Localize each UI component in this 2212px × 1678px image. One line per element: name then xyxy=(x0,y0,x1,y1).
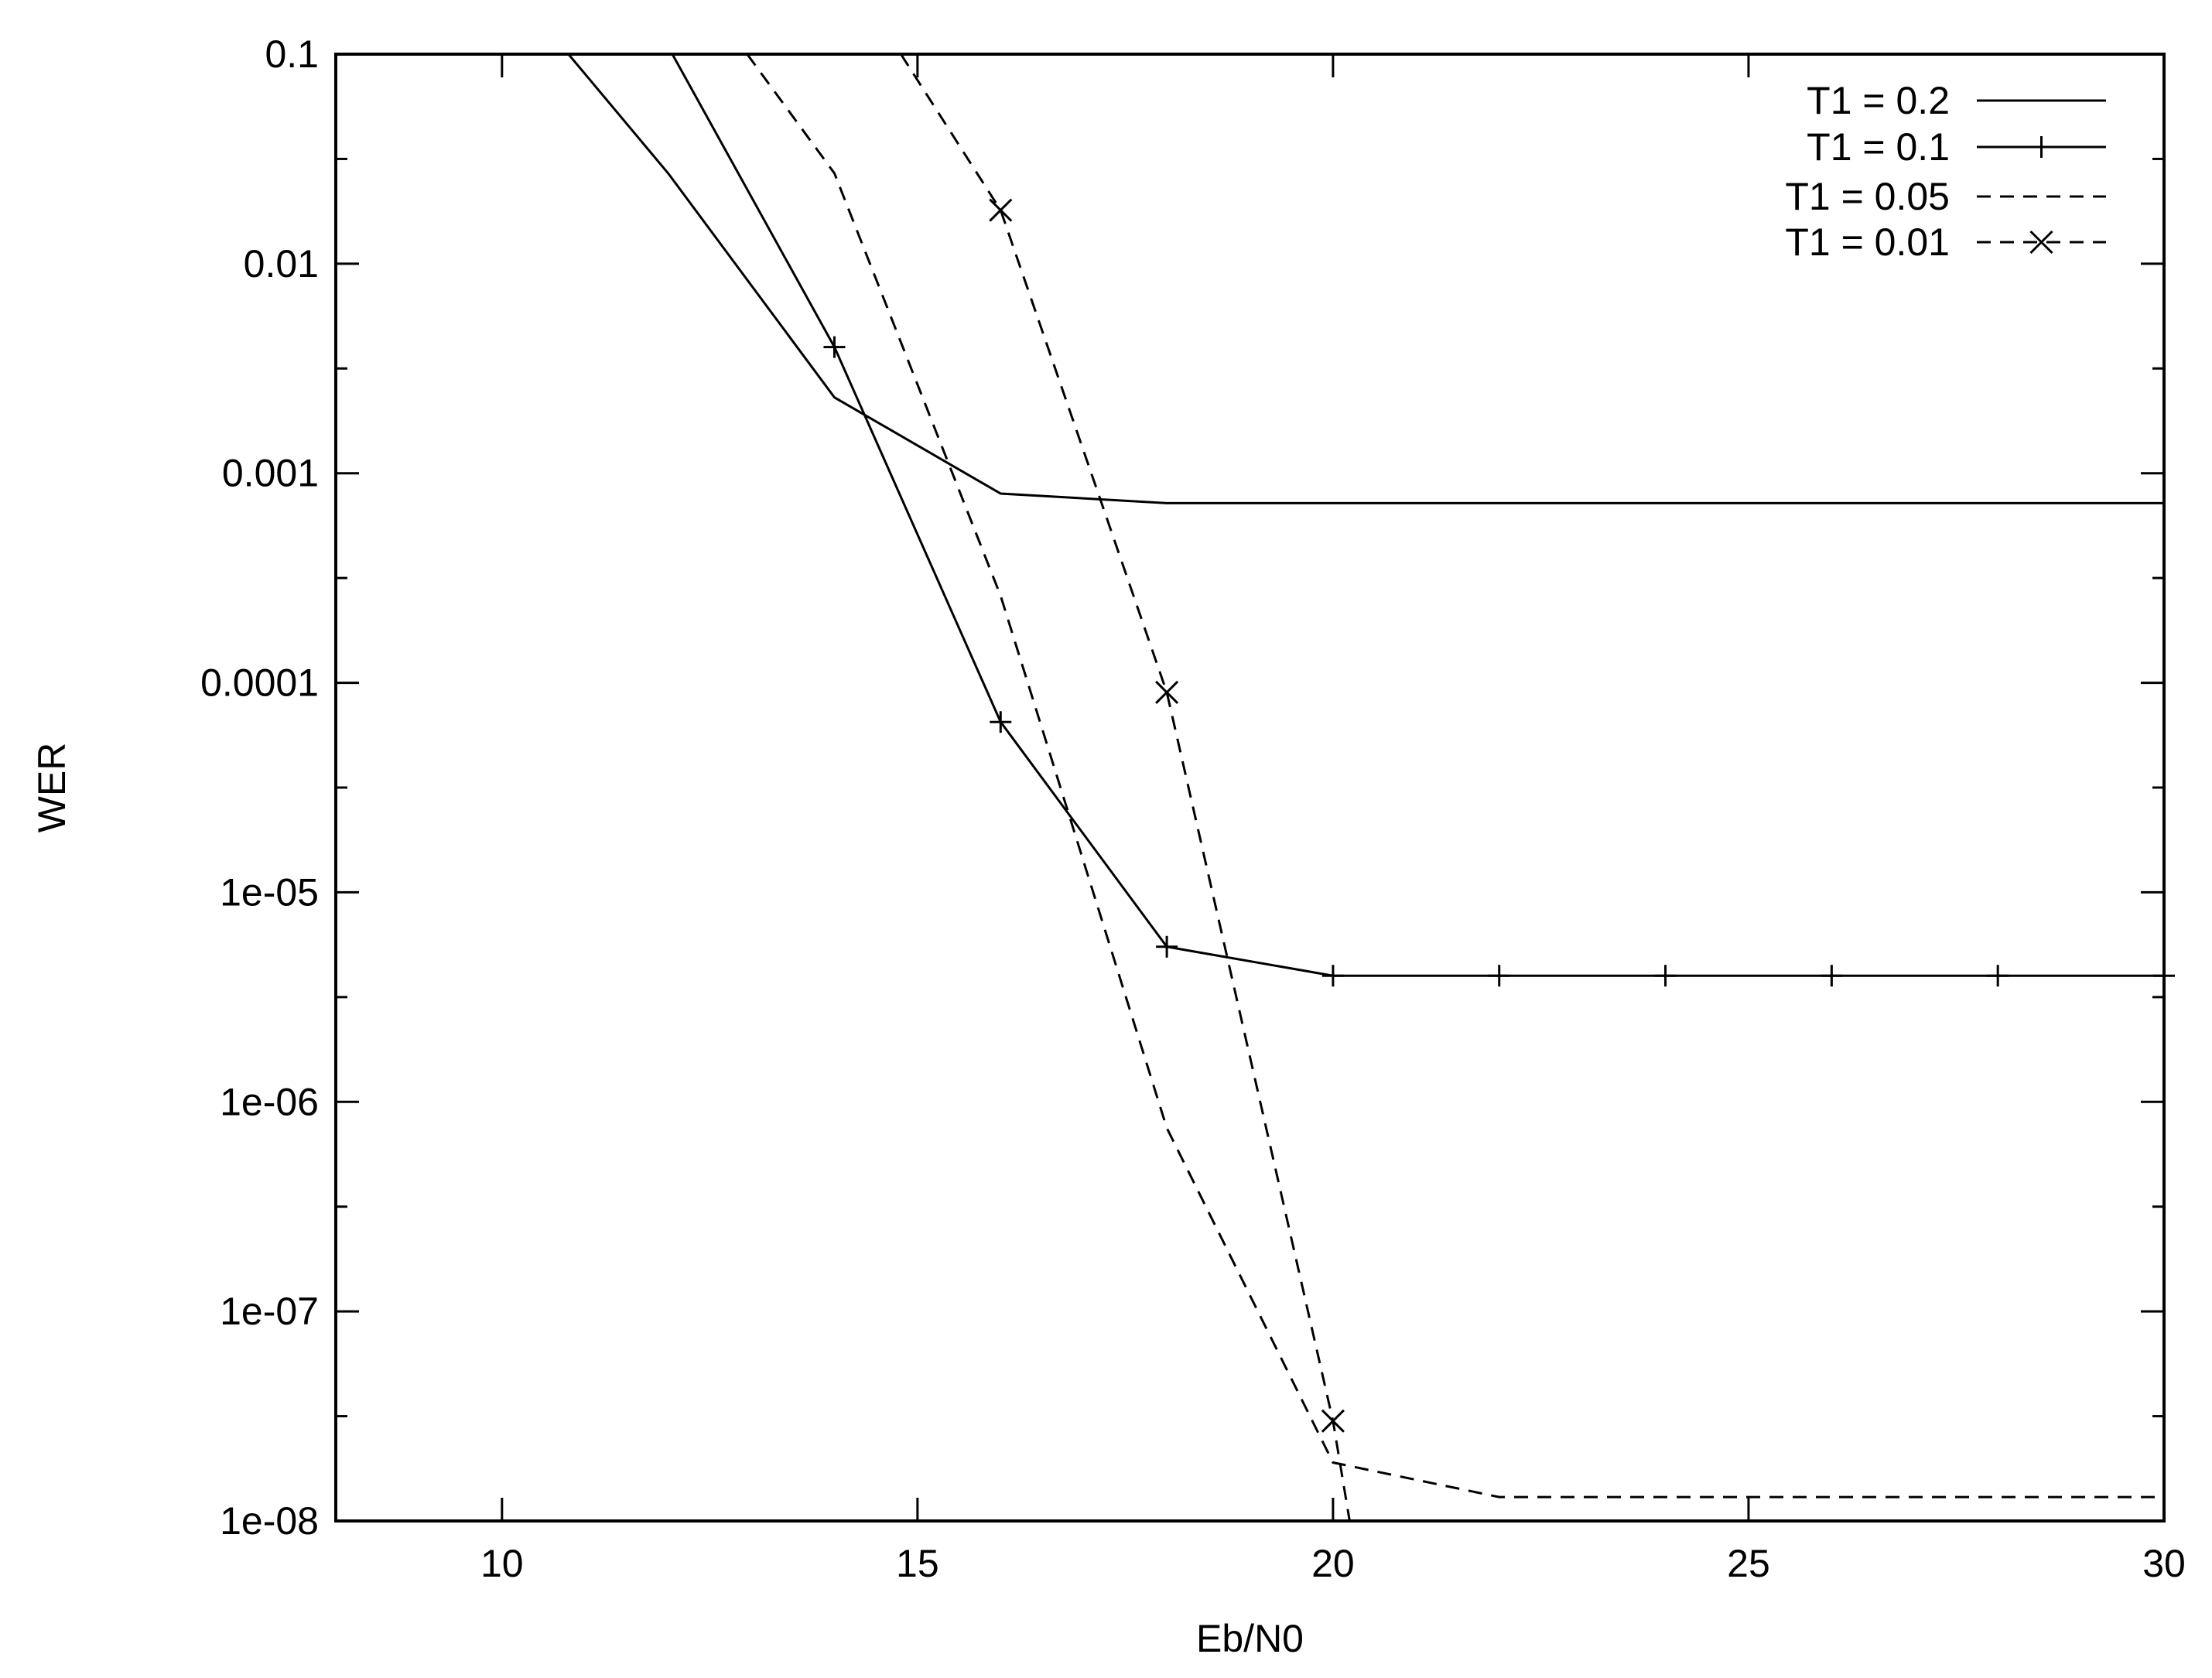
legend-label: T1 = 0.1 xyxy=(1807,125,1950,169)
y-tick-label: 0.0001 xyxy=(200,661,319,705)
y-tick-label: 1e-06 xyxy=(220,1080,319,1123)
x-tick-label: 10 xyxy=(480,1542,524,1585)
y-tick-label: 0.1 xyxy=(265,32,319,76)
series-line xyxy=(746,53,2164,1499)
legend-entry: T1 = 0.1 xyxy=(1807,125,2106,169)
marks-layer xyxy=(567,53,2175,1522)
legend-entry: T1 = 0.05 xyxy=(1785,175,2106,218)
series-line xyxy=(567,53,2164,504)
x-tick-label: 30 xyxy=(2142,1542,2186,1585)
x-tick-label: 15 xyxy=(896,1542,939,1585)
legend-label: T1 = 0.01 xyxy=(1785,220,1950,264)
ticks-layer: 10 15 20 25 30 0.1 0.01 0.001 0.0001 1e-05 1e-06 1e… xyxy=(200,32,2186,1585)
series-line xyxy=(900,53,1351,1522)
plot-frame xyxy=(334,53,2166,1523)
legend-entry: T1 = 0.01 xyxy=(1785,220,2106,264)
y-tick-label: 1e-08 xyxy=(220,1499,319,1543)
legend-entry: T1 = 0.2 xyxy=(1807,79,2106,122)
y-tick-label: 1e-07 xyxy=(220,1290,319,1333)
series-2 xyxy=(746,53,2164,1499)
y-axis-label: WER xyxy=(30,743,74,833)
y-tick-label: 0.01 xyxy=(244,242,319,285)
x-tick-label: 20 xyxy=(1311,1542,1355,1585)
legend-label: T1 = 0.05 xyxy=(1785,175,1950,218)
series-line xyxy=(671,53,2164,977)
x-marker xyxy=(2029,230,2053,255)
series-0 xyxy=(567,53,2164,504)
x-marker xyxy=(1155,680,1179,705)
y-tick-label: 1e-05 xyxy=(220,870,319,914)
x-marker xyxy=(1321,1409,1345,1433)
x-marker xyxy=(989,198,1013,222)
x-axis-label: Eb/N0 xyxy=(1196,1617,1304,1660)
y-tick-label: 0.001 xyxy=(222,452,319,495)
series-1 xyxy=(671,53,2175,987)
legend-label: T1 = 0.2 xyxy=(1807,79,1950,122)
x-tick-label: 25 xyxy=(1727,1542,1770,1585)
series-3 xyxy=(900,53,1351,1522)
